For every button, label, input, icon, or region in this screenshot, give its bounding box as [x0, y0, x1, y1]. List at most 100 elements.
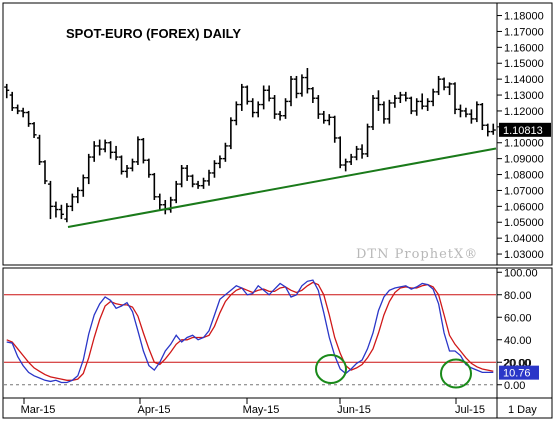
price-bar	[414, 98, 420, 116]
price-bar	[97, 139, 103, 156]
price-bar	[386, 99, 392, 124]
time-label: Apr-15	[137, 404, 170, 416]
price-tick-label: 1.15000	[504, 58, 544, 70]
price-bar	[173, 180, 179, 204]
price-bar	[337, 136, 343, 169]
last-price-label: 1.10813	[503, 125, 543, 137]
price-bar	[206, 169, 212, 186]
price-bar	[315, 95, 321, 119]
stochastic-tick-label: 100.00	[504, 267, 538, 279]
price-tick-label: 1.08000	[504, 170, 544, 182]
price-bar	[474, 101, 480, 123]
stochastic-line-fast	[6, 279, 494, 384]
price-bar	[288, 75, 294, 107]
price-bar	[392, 95, 398, 108]
price-bar	[211, 160, 217, 178]
price-bar	[326, 114, 332, 126]
price-bar	[102, 139, 108, 153]
price-tick-label: 1.18000	[504, 11, 544, 23]
price-bar	[37, 134, 43, 166]
trendline-group	[67, 147, 497, 229]
stochastic-tick-label: 40.00	[504, 335, 532, 347]
price-bar	[47, 180, 53, 220]
watermark: DTN ProphetX®	[356, 247, 478, 262]
stochastic-tick-label: 80.00	[504, 290, 532, 302]
price-bar	[184, 165, 190, 181]
price-panel	[2, 2, 498, 266]
price-bar	[490, 123, 496, 135]
price-bar	[310, 87, 316, 103]
period-label: 1 Day	[508, 404, 537, 416]
time-axis: Mar-15 Apr-15 May-15 Jun-15 Jul-15	[21, 398, 485, 416]
price-bar	[233, 101, 239, 126]
price-bar	[15, 104, 21, 115]
highlight-circle	[440, 358, 472, 389]
price-bar	[419, 93, 425, 110]
price-bar	[463, 107, 469, 118]
price-tick-label: 1.10000	[504, 138, 544, 150]
price-bar	[91, 141, 97, 162]
price-bar	[370, 95, 376, 131]
stochastic-panel	[2, 267, 498, 399]
price-bar	[228, 117, 234, 150]
chart-title: SPOT-EURO (FOREX) DAILY	[66, 26, 241, 41]
price-bar	[261, 85, 267, 110]
price-bar	[179, 165, 185, 188]
price-bar	[375, 90, 381, 111]
stochastic-line-slow	[6, 281, 494, 381]
price-tick-label: 1.04000	[504, 233, 544, 245]
price-bar	[151, 172, 157, 200]
price-bar	[299, 74, 305, 97]
price-bar	[485, 123, 491, 137]
last-price-flag: 1.10813	[499, 122, 551, 137]
trendline	[67, 147, 497, 229]
price-bar	[217, 155, 223, 169]
price-tick-label: 1.17000	[504, 26, 544, 38]
price-bar	[140, 137, 146, 164]
price-bar	[447, 82, 453, 96]
price-bar	[42, 160, 48, 185]
price-bar	[266, 85, 272, 102]
price-tick-label: 1.06000	[504, 201, 544, 213]
price-bar	[124, 165, 130, 178]
price-bar	[272, 95, 278, 119]
price-bar	[157, 193, 163, 210]
price-bar	[283, 98, 289, 119]
price-bar	[69, 193, 75, 212]
time-label: May-15	[243, 404, 280, 416]
price-tick-label: 1.13000	[504, 90, 544, 102]
time-label: Jul-15	[455, 404, 485, 416]
price-bar	[58, 204, 64, 220]
price-bar	[26, 110, 32, 127]
price-bar	[343, 158, 349, 172]
price-bar	[239, 83, 245, 111]
price-bar	[119, 155, 125, 175]
price-bar	[255, 101, 261, 118]
price-bar	[146, 158, 152, 178]
stochastic-lines: 20.00	[4, 279, 531, 389]
price-bar	[332, 115, 338, 143]
price-bar	[250, 98, 256, 118]
price-bar	[321, 110, 327, 124]
stochastic-tick-label: 60.00	[504, 312, 532, 324]
price-bar	[277, 110, 283, 121]
price-bar	[244, 85, 250, 105]
price-bar	[304, 68, 310, 94]
price-bar	[425, 98, 431, 111]
price-bar	[201, 177, 207, 189]
highlight-circle	[315, 354, 347, 384]
price-bar	[457, 104, 463, 118]
price-bar	[293, 75, 299, 99]
stochastic-tick-label: 0.00	[504, 380, 525, 392]
price-bar	[359, 144, 365, 159]
time-label: Mar-15	[21, 404, 56, 416]
time-label: Jun-15	[337, 404, 371, 416]
price-bar	[365, 123, 371, 158]
price-bar	[80, 174, 86, 197]
price-bar	[75, 187, 81, 204]
price-bar	[397, 91, 403, 103]
price-tick-label: 1.16000	[504, 42, 544, 54]
price-bar	[4, 83, 10, 99]
price-tick-label: 1.14000	[504, 74, 544, 86]
